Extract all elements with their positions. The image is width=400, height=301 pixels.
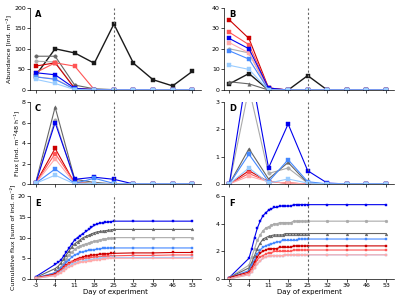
Text: E: E [35,199,41,208]
X-axis label: Day of experiment: Day of experiment [83,290,148,296]
Text: B: B [229,10,235,19]
Text: A: A [35,10,42,19]
Text: F: F [229,199,234,208]
Y-axis label: Cumulative flux [sum of ind. m⁻²]: Cumulative flux [sum of ind. m⁻²] [10,185,15,290]
X-axis label: Day of experiment: Day of experiment [277,290,342,296]
Y-axis label: Flux [ind. m⁻²48 h⁻¹]: Flux [ind. m⁻²48 h⁻¹] [13,110,19,176]
Text: C: C [35,104,41,113]
Y-axis label: Abundance [ind. m⁻²]: Abundance [ind. m⁻²] [6,15,11,83]
Text: D: D [229,104,236,113]
